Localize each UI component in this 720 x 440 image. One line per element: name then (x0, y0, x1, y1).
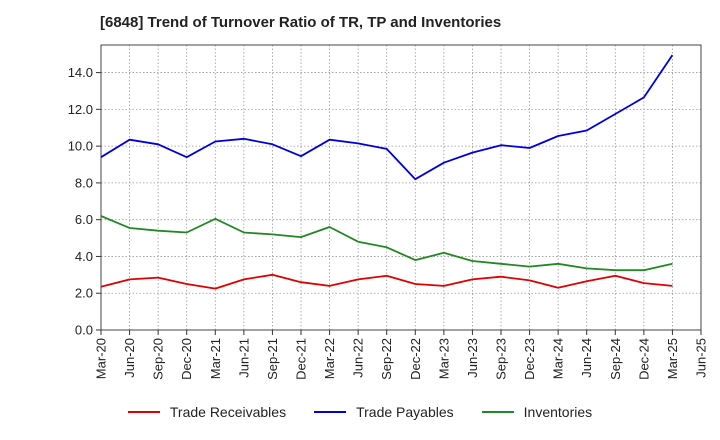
legend-label-trade-receivables: Trade Receivables (169, 404, 287, 420)
x-tick-label: Mar-21 (208, 338, 223, 379)
y-tick-label: 0.0 (75, 323, 93, 338)
x-tick-label: Mar-22 (322, 338, 337, 379)
axes: 0.0 2.0 4.0 6.0 8.0 10.0 12.0 14.0 Mar-20 Jun-20 S… (68, 44, 709, 380)
legend-item-trade-payables: Trade Payables (314, 404, 454, 420)
y-tick-label: 6.0 (75, 212, 93, 227)
series-line-inventories (100, 215, 673, 272)
legend-label-trade-payables: Trade Payables (356, 404, 454, 420)
x-tick-label: Mar-20 (94, 338, 109, 379)
legend-item-trade-receivables: Trade Receivables (127, 404, 287, 420)
series-line-trade-payables (100, 54, 674, 181)
x-tick-label: Jun-22 (351, 338, 366, 378)
x-tick-label: Mar-23 (436, 338, 451, 379)
legend-label-inventories: Inventories (523, 404, 593, 420)
x-tick-label: Sep-21 (265, 338, 280, 380)
legend-item-inventories: Inventories (481, 404, 593, 420)
legend-swatch-inventories (481, 411, 514, 413)
y-tick-label: 8.0 (75, 175, 93, 190)
x-tick-label: Dec-20 (179, 338, 194, 380)
grid (100, 45, 702, 331)
x-tick-label: Jun-20 (122, 338, 137, 378)
x-tick-label: Jun-23 (465, 338, 480, 378)
x-tick-label: Mar-25 (665, 338, 680, 379)
x-tick-label: Dec-24 (636, 338, 651, 380)
x-tick-label: Jun-24 (579, 338, 594, 378)
x-tick-label: Sep-22 (379, 338, 394, 380)
x-tick-label: Sep-24 (608, 338, 623, 380)
legend-swatch-trade-receivables (127, 411, 160, 413)
x-tick-label: Jun-21 (236, 338, 251, 378)
y-tick-label: 4.0 (75, 249, 93, 264)
x-tick-label: Sep-20 (151, 338, 166, 380)
chart-title: [6848] Trend of Turnover Ratio of TR, TP… (100, 14, 502, 31)
x-tick-label: Jun-25 (694, 338, 709, 378)
y-tick-label: 2.0 (75, 286, 93, 301)
legend-swatch-trade-payables (314, 411, 347, 413)
series-line-trade-receivables (100, 273, 673, 290)
x-tick-label: Dec-23 (522, 338, 537, 380)
y-tick-label: 14.0 (68, 65, 93, 80)
x-tick-label: Sep-23 (494, 338, 509, 380)
x-tick-label: Dec-21 (294, 338, 309, 380)
legend: Trade Receivables Trade Payables Invento… (0, 404, 720, 420)
x-tick-label: Dec-22 (408, 338, 423, 380)
y-tick-label: 10.0 (68, 139, 93, 154)
series-lines (100, 54, 674, 290)
plot-frame (100, 44, 702, 331)
y-tick-label: 12.0 (68, 102, 93, 117)
x-tick-label: Mar-24 (551, 338, 566, 379)
